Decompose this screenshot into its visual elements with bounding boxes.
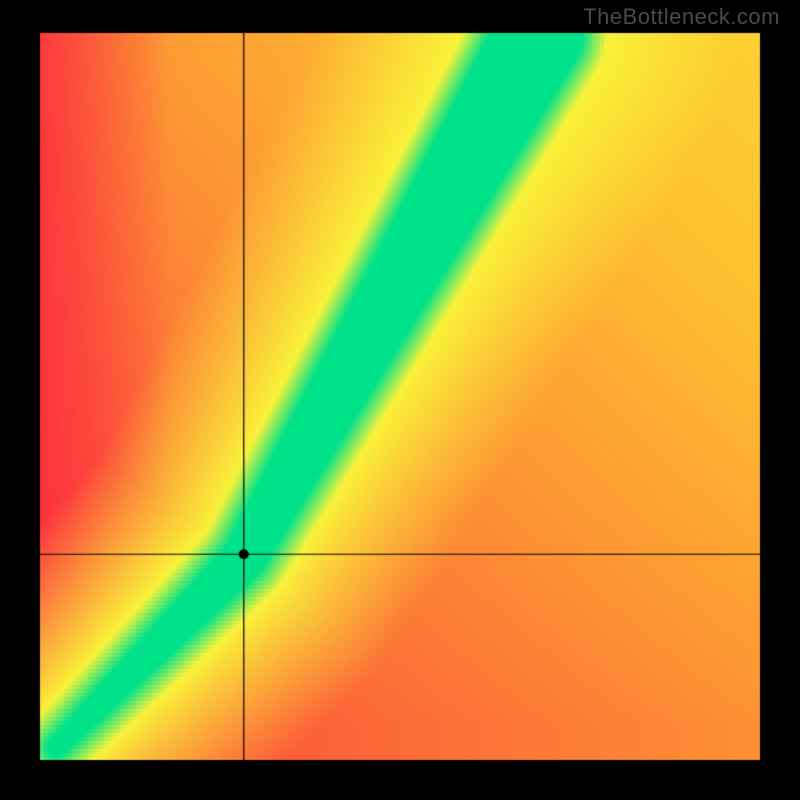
heatmap-canvas bbox=[0, 0, 800, 800]
watermark-text: TheBottleneck.com bbox=[583, 4, 780, 30]
